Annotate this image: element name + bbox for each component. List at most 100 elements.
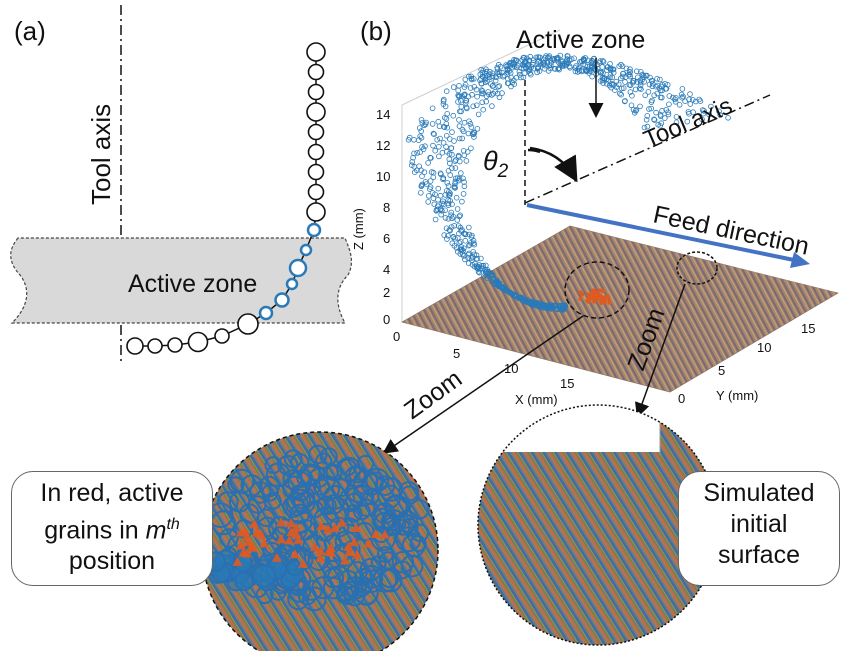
grain-point (553, 57, 560, 63)
grain-point (658, 120, 665, 126)
grain-point (599, 77, 606, 84)
grain-point (418, 167, 424, 174)
grain-point (437, 206, 444, 213)
grain-circle (306, 42, 326, 62)
grain-point (649, 80, 656, 87)
grain-point (461, 179, 467, 185)
grain-point (458, 228, 464, 234)
active-grain-point (601, 289, 606, 294)
zoom-grain-red (242, 548, 253, 558)
grain-point (527, 71, 534, 78)
active-grain-point (597, 288, 602, 293)
zoom-grain-red (343, 541, 354, 551)
grain-point (716, 108, 722, 115)
active-grain-points (578, 288, 612, 305)
active-grain-point (586, 292, 591, 297)
y-axis-title: Y (mm) (716, 388, 758, 403)
grain-point (455, 223, 462, 229)
zoom-grain-blue (282, 475, 307, 501)
grain-point (464, 149, 471, 155)
grain-point (504, 66, 511, 73)
zoom-grain-red (241, 531, 252, 541)
zoom-grain-red (276, 534, 287, 544)
grain-point (673, 95, 679, 101)
zoom-circle-active (564, 261, 630, 319)
grain-point (594, 61, 600, 68)
grain-point (435, 118, 442, 125)
grain-point (449, 201, 455, 208)
grain-point (474, 126, 481, 132)
grain-point (465, 242, 472, 249)
grain-point (454, 206, 461, 212)
grain-point (443, 115, 450, 122)
grain-point (629, 92, 635, 99)
grain-point (641, 124, 648, 131)
grain-point (494, 66, 501, 72)
zoom-grain-red (256, 529, 267, 539)
grain-point (725, 115, 731, 121)
grain-point (653, 83, 659, 90)
zoom-grain-blue (345, 478, 370, 503)
zoom-grain-blue (227, 476, 245, 494)
grain-point (500, 73, 506, 80)
grain-point (429, 121, 436, 127)
grain-point (479, 263, 485, 269)
zoom-grain-red (271, 552, 282, 562)
grain-point (428, 155, 434, 161)
x-axis-title: X (mm) (515, 392, 558, 407)
grain-point (517, 294, 524, 301)
grain-point (449, 240, 456, 247)
grain-point (452, 165, 459, 171)
grain-point (658, 94, 665, 101)
tool-axis-line-b (524, 94, 771, 204)
grain-point (427, 178, 434, 184)
grain-point (472, 260, 478, 267)
grain-point (706, 111, 712, 118)
grain-point (679, 94, 685, 101)
grain-point (580, 61, 587, 68)
zoom-grain-red (352, 549, 363, 559)
zoom-grain-blue (289, 503, 310, 525)
zoom-grain-red (349, 537, 360, 547)
grain-point (436, 153, 442, 160)
grain-point (480, 106, 487, 113)
grain-point (460, 191, 467, 197)
grain-point (417, 149, 423, 156)
grain-point (708, 103, 714, 110)
grain-point (527, 53, 533, 60)
callout-left-line3: position (68, 547, 156, 576)
zoom-grain-red (339, 555, 350, 565)
grain-point (559, 61, 566, 67)
grain-point (425, 199, 432, 205)
grain-point (446, 150, 453, 157)
zoom-grain-red (289, 549, 300, 559)
grain-point (699, 107, 706, 113)
grain-point (589, 73, 595, 80)
grain-point (496, 83, 503, 89)
grain-point (419, 144, 425, 150)
grain-point (637, 82, 644, 89)
grain-point-cloud (405, 52, 731, 313)
zoom-grain-red (336, 517, 347, 527)
grain-point (449, 165, 455, 172)
zoom-grain-blue (359, 569, 383, 594)
active-grain-point (578, 296, 583, 301)
grain-point (520, 74, 527, 81)
grain-point (699, 116, 705, 123)
grain-point (659, 107, 665, 114)
grain-point (479, 99, 486, 106)
grain-point (515, 294, 522, 300)
grain-point (633, 68, 640, 75)
callout-right-line2: initial (730, 510, 788, 538)
grain-point (475, 111, 482, 118)
z-axis-ticks: 14 12 10 8 6 4 2 0 (376, 107, 390, 327)
grain-point (627, 89, 634, 95)
grain-point (654, 76, 660, 82)
zoom-grain-red (291, 522, 302, 532)
grain-point (455, 153, 462, 160)
zoom-grain-blue (370, 555, 387, 572)
grain-point (463, 104, 470, 111)
grain-point (457, 97, 464, 104)
y-tick: 5 (718, 363, 725, 378)
grain-point (439, 149, 446, 156)
